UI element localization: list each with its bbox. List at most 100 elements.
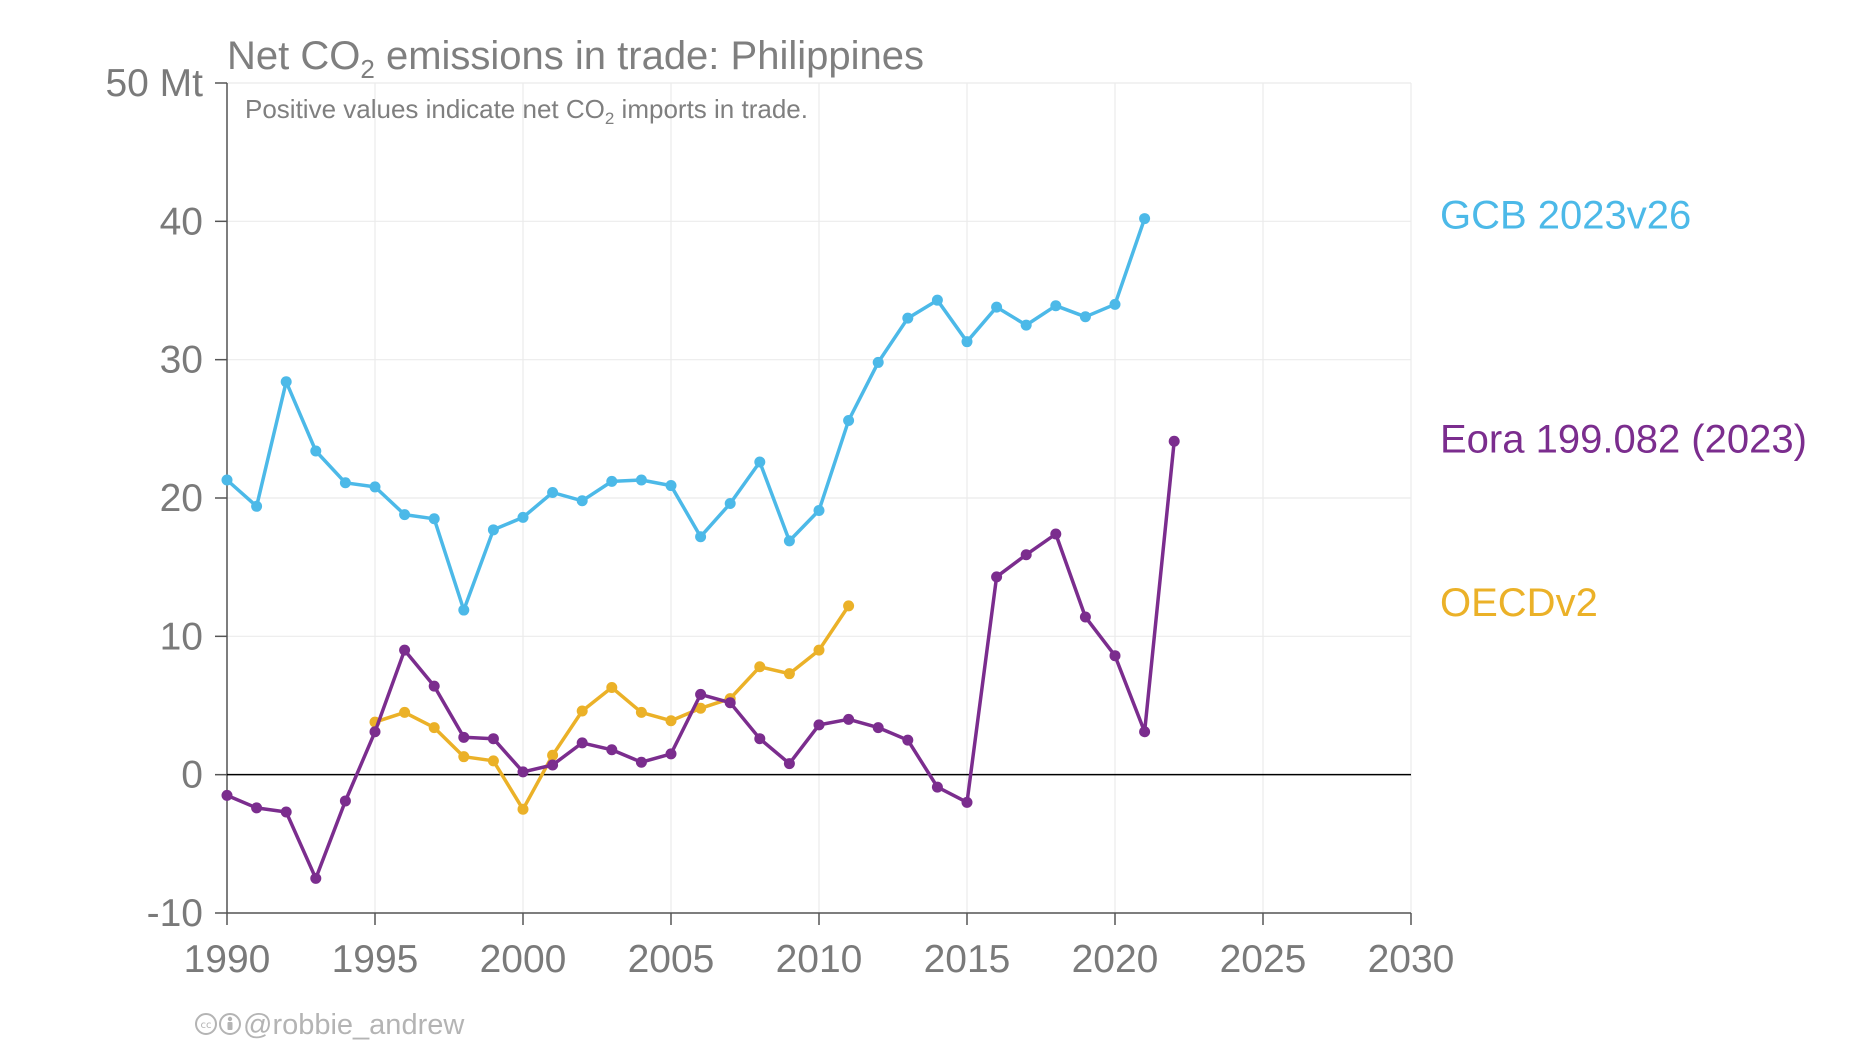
- x-tick-label: 2025: [1220, 938, 1307, 981]
- data-point: [606, 475, 618, 487]
- data-point: [458, 731, 470, 743]
- data-point: [665, 748, 677, 760]
- data-point: [517, 803, 529, 815]
- data-point: [872, 722, 884, 734]
- data-point: [280, 806, 292, 818]
- data-point: [1109, 298, 1121, 310]
- data-point: [369, 481, 381, 493]
- y-tick-label: 30: [160, 339, 203, 382]
- data-point: [458, 751, 470, 763]
- series-labels: GCB 2023v26 Eora 199.082 (2023) OECDv2: [1440, 193, 1807, 624]
- data-point: [221, 474, 233, 486]
- credit-text: @robbie_andrew: [243, 1009, 465, 1041]
- data-point: [547, 759, 559, 771]
- data-point: [931, 294, 943, 306]
- data-point: [310, 445, 322, 457]
- x-tick-label: 2030: [1368, 938, 1455, 981]
- chart-title: Net CO2 emissions in trade: Philippines: [227, 34, 924, 84]
- data-point: [1050, 528, 1062, 540]
- data-point: [1079, 311, 1091, 323]
- data-point: [251, 500, 263, 512]
- data-point: [843, 600, 855, 612]
- data-point: [576, 495, 588, 507]
- data-point: [813, 644, 825, 656]
- x-tick-label: 1995: [332, 938, 419, 981]
- data-point: [961, 796, 973, 808]
- data-point: [1079, 611, 1091, 623]
- data-point: [458, 604, 470, 616]
- y-tick-label: 10: [160, 615, 203, 658]
- grid: [226, 82, 1412, 914]
- credit: cc @robbie_andrew: [195, 1009, 465, 1041]
- y-tick-label: 0: [181, 754, 203, 797]
- data-point: [695, 702, 707, 714]
- data-point: [665, 480, 677, 492]
- data-point: [813, 504, 825, 516]
- data-point: [1109, 650, 1121, 662]
- chart-subtitle: Positive values indicate net CO2 imports…: [245, 94, 808, 128]
- data-point: [724, 498, 736, 510]
- series-0: [221, 213, 1151, 616]
- data-point: [399, 644, 411, 656]
- data-point: [695, 531, 707, 543]
- data-point: [487, 755, 499, 767]
- data-point: [902, 312, 914, 324]
- data-point: [783, 535, 795, 547]
- data-point: [1139, 726, 1151, 738]
- series-2: [369, 600, 855, 815]
- data-point: [665, 715, 677, 727]
- series-line: [225, 439, 1176, 881]
- data-point: [1168, 435, 1180, 447]
- data-point: [487, 733, 499, 745]
- x-tick-label: 2000: [480, 938, 567, 981]
- series: [221, 213, 1180, 884]
- data-point: [547, 486, 559, 498]
- data-point: [576, 737, 588, 749]
- data-point: [251, 802, 263, 814]
- data-point: [783, 758, 795, 770]
- data-point: [872, 356, 884, 368]
- data-point: [902, 734, 914, 746]
- data-point: [754, 456, 766, 468]
- data-point: [635, 706, 647, 718]
- x-tick-label: 2005: [628, 938, 715, 981]
- data-point: [1020, 549, 1032, 561]
- creative-commons-icon: cc: [195, 1013, 217, 1035]
- data-point: [517, 766, 529, 778]
- data-point: [1139, 213, 1151, 225]
- data-point: [399, 509, 411, 521]
- x-tick-label: 2020: [1072, 938, 1159, 981]
- data-point: [428, 513, 440, 525]
- data-point: [843, 415, 855, 427]
- data-point: [547, 749, 559, 761]
- data-point: [339, 477, 351, 489]
- series-label: Eora 199.082 (2023): [1440, 418, 1807, 462]
- data-point: [931, 781, 943, 793]
- data-point: [1050, 300, 1062, 312]
- data-point: [369, 726, 381, 738]
- data-point: [754, 661, 766, 673]
- data-point: [843, 713, 855, 725]
- data-point: [576, 705, 588, 717]
- series-label: GCB 2023v26: [1440, 193, 1691, 237]
- attribution-icon: [219, 1013, 241, 1035]
- data-point: [428, 722, 440, 734]
- data-point: [813, 719, 825, 731]
- data-point: [1020, 319, 1032, 331]
- data-point: [487, 524, 499, 536]
- y-tick-label: -10: [147, 892, 203, 935]
- series-line: [225, 216, 1147, 612]
- series-1: [221, 435, 1180, 884]
- data-point: [517, 511, 529, 523]
- data-point: [280, 376, 292, 388]
- data-point: [991, 301, 1003, 313]
- data-point: [606, 682, 618, 694]
- x-tick-label: 2010: [776, 938, 863, 981]
- y-tick-label: 50 Mt: [105, 62, 203, 105]
- data-point: [635, 756, 647, 768]
- svg-text:cc: cc: [201, 1020, 212, 1031]
- data-point: [310, 872, 322, 884]
- data-point: [399, 706, 411, 718]
